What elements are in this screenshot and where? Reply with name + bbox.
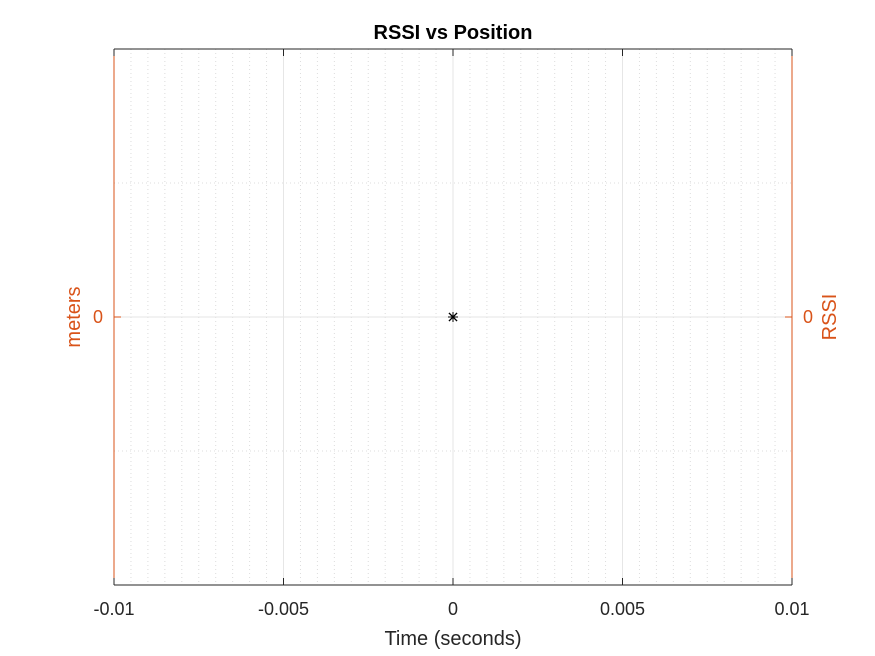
- data-markers: [448, 312, 458, 322]
- x-tick-label: 0.01: [774, 599, 809, 619]
- x-tick-label: 0: [448, 599, 458, 619]
- x-axis-label: Time (seconds): [384, 628, 521, 650]
- right-y-axis-label: RSSI: [819, 294, 841, 341]
- data-point-right: [448, 312, 458, 322]
- chart-title: RSSI vs Position: [374, 22, 533, 44]
- left-y-axis-label: meters: [63, 286, 85, 347]
- x-tick-label: -0.01: [93, 599, 134, 619]
- left-y-tick-label: 0: [93, 307, 103, 327]
- x-tick-label: -0.005: [258, 599, 309, 619]
- x-tick-label: 0.005: [600, 599, 645, 619]
- x-axis-ticks: -0.01 -0.005 0 0.005 0.01: [93, 49, 810, 619]
- right-y-tick-label: 0: [803, 307, 813, 327]
